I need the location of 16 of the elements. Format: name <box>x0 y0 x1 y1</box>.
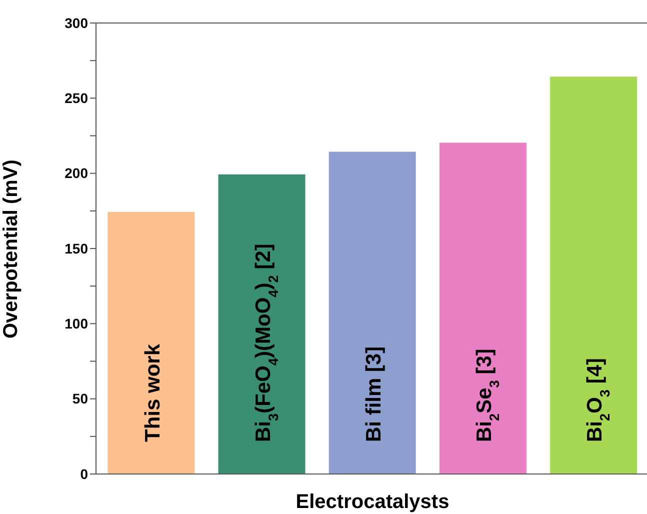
bar <box>328 152 416 474</box>
bar <box>439 142 526 474</box>
y-tick-label: 200 <box>64 165 88 182</box>
x-tick-label: Bi film [3] <box>362 346 386 442</box>
y-tick-label: 300 <box>64 14 88 31</box>
bar <box>550 76 638 474</box>
y-tick-label: 250 <box>64 90 88 106</box>
y-tick-label: 100 <box>64 316 88 332</box>
x-tick-label: This work <box>141 344 164 442</box>
bar <box>218 174 306 474</box>
x-axis-title: Electrocatalysts <box>296 491 450 513</box>
y-tick-label: 50 <box>72 390 88 407</box>
bar <box>108 212 195 474</box>
y-axis-title: Overpotential (mV) <box>0 160 22 338</box>
y-tick-label: 150 <box>64 240 88 256</box>
y-tick-label: 0 <box>80 466 88 482</box>
